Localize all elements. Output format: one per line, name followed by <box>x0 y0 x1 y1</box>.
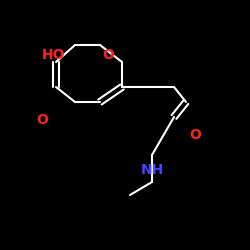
Text: O: O <box>102 48 114 62</box>
Text: NH: NH <box>140 163 164 177</box>
Text: O: O <box>36 113 48 127</box>
Text: HO: HO <box>42 48 66 62</box>
Text: O: O <box>189 128 201 142</box>
